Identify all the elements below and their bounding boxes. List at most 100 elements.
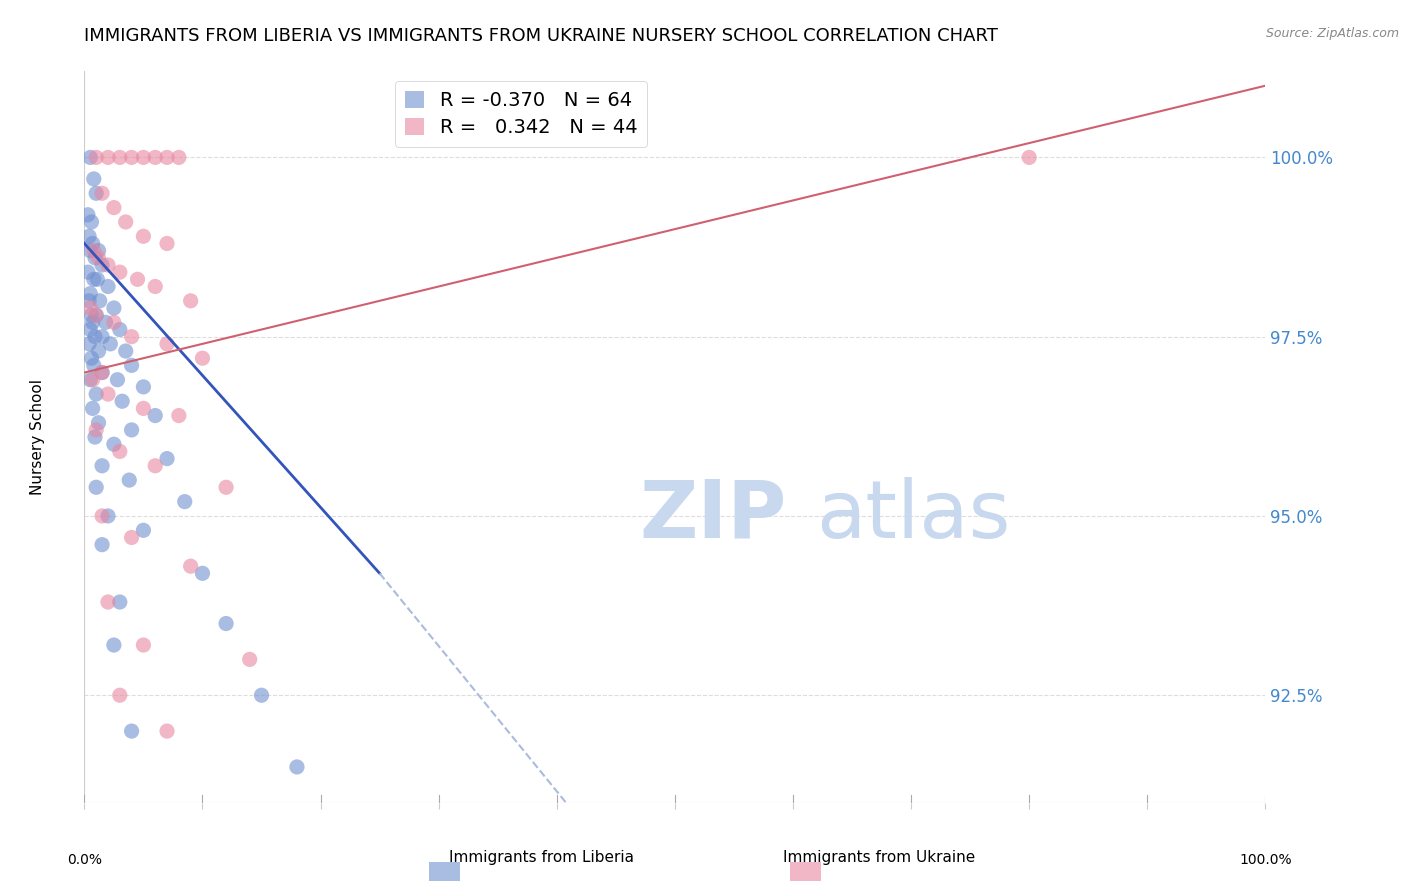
Point [83,172,105,186]
Point [333,853,356,867]
Point [97,150,120,164]
Point [84,251,107,265]
Point [80,351,103,366]
Point [103,437,125,451]
Point [77,336,100,351]
Point [143,150,166,164]
Point [215,480,238,494]
Point [84,387,107,401]
Point [108,688,131,702]
Point [89,293,111,308]
Point [191,351,214,366]
Point [82,373,104,387]
Point [156,236,179,251]
Text: 0.0%: 0.0% [67,853,101,867]
Point [285,760,308,774]
Text: Immigrants from Liberia: Immigrants from Liberia [449,850,634,865]
Point [91,458,114,473]
Point [111,394,134,409]
Point [77,208,100,222]
Point [79,373,101,387]
Point [77,265,100,279]
Point [180,293,202,308]
Legend: R = -0.370   N = 64, R =   0.342   N = 44: R = -0.370 N = 64, R = 0.342 N = 44 [395,81,647,147]
Point [82,315,104,329]
Point [132,524,155,538]
Point [114,215,136,229]
Point [103,638,125,652]
Point [239,652,262,666]
Point [156,150,179,164]
Point [132,380,155,394]
Point [103,301,125,315]
Point [132,638,155,652]
Point [82,401,104,416]
Text: ZIP: ZIP [640,477,787,555]
Point [83,244,105,258]
Point [79,150,101,164]
Point [84,186,107,201]
Point [91,508,114,523]
Point [83,359,105,373]
Point [114,344,136,359]
Point [156,336,179,351]
Point [108,322,131,336]
Point [173,494,195,508]
Point [84,480,107,494]
Point [103,201,125,215]
Point [108,265,131,279]
Point [250,688,273,702]
Point [84,308,107,322]
Point [79,244,101,258]
Point [91,329,114,343]
Text: Immigrants from Ukraine: Immigrants from Ukraine [783,850,974,865]
Point [91,366,114,380]
Point [79,322,101,336]
Point [87,416,110,430]
Point [143,458,166,473]
Point [84,430,107,444]
Text: atlas: atlas [817,477,1011,555]
Point [91,258,114,272]
Point [84,423,107,437]
Point [77,229,100,244]
Text: Source: ZipAtlas.com: Source: ZipAtlas.com [1265,27,1399,40]
Point [132,401,155,416]
Point [121,531,143,545]
Point [108,595,131,609]
Point [143,409,166,423]
Point [1018,150,1040,164]
Point [80,215,103,229]
Point [121,329,143,343]
Point [77,293,100,308]
Point [215,616,238,631]
Text: IMMIGRANTS FROM LIBERIA VS IMMIGRANTS FROM UKRAINE NURSERY SCHOOL CORRELATION CH: IMMIGRANTS FROM LIBERIA VS IMMIGRANTS FR… [84,27,998,45]
Point [86,272,108,286]
Point [108,150,131,164]
Point [132,229,155,244]
Point [80,308,103,322]
Point [97,508,120,523]
Text: 100.0%: 100.0% [1239,853,1292,867]
Point [91,538,114,552]
Point [97,258,120,272]
Point [91,366,114,380]
Point [103,315,125,329]
Point [167,150,190,164]
Point [132,150,155,164]
Point [84,329,107,343]
Point [97,387,120,401]
Point [121,724,143,739]
Point [83,272,105,286]
Point [167,409,190,423]
Point [191,566,214,581]
Point [87,251,110,265]
Point [309,810,332,824]
Point [143,279,166,293]
Point [79,286,101,301]
Point [82,236,104,251]
Point [108,444,131,458]
Point [91,186,114,201]
Point [97,595,120,609]
Point [121,423,143,437]
